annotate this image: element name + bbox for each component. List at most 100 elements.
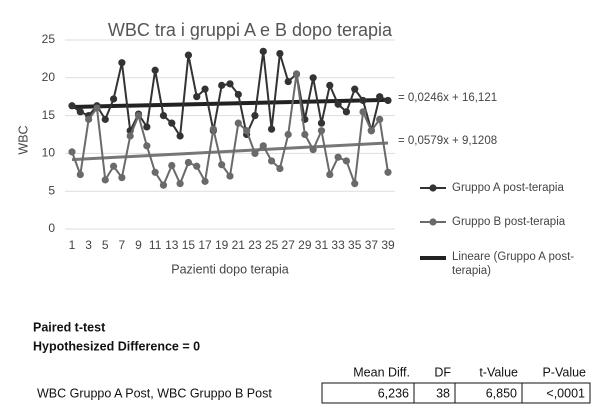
column-header: t-Value — [479, 365, 518, 379]
data-point — [168, 119, 176, 127]
x-tick-label: 35 — [348, 238, 362, 252]
data-point — [309, 146, 317, 154]
x-axis-label: Pazienti dopo terapia — [171, 262, 288, 276]
data-point — [234, 119, 242, 127]
data-point — [359, 108, 367, 116]
y-tick-label: 15 — [42, 108, 56, 122]
data-point — [93, 104, 101, 112]
data-point — [384, 168, 392, 176]
data-point — [109, 95, 118, 103]
table-cell — [521, 382, 591, 404]
data-point — [284, 130, 292, 139]
column-header: P-Value — [542, 365, 586, 379]
trendline-label: = 0,0246x + 16,121 — [398, 92, 497, 104]
table: Paired t-test Hypothesized Difference = … — [33, 320, 272, 400]
trendline — [71, 141, 389, 162]
data-point — [151, 66, 159, 74]
x-tick-label: 29 — [298, 238, 312, 252]
data-point — [276, 50, 284, 58]
data-point — [326, 170, 334, 179]
data-point — [68, 148, 76, 156]
data-point — [309, 74, 317, 82]
data-point — [351, 85, 359, 93]
chart-title: WBC tra i gruppi A e B dopo terapia — [108, 20, 393, 40]
data-point — [376, 93, 384, 101]
column-header: Mean Diff. — [353, 365, 410, 379]
data-point — [134, 112, 143, 120]
data-point — [168, 161, 176, 170]
table-subtitle: Hypothesized Difference = 0 — [33, 339, 200, 353]
data-point — [334, 153, 342, 161]
data-point — [101, 115, 109, 123]
data-point — [126, 132, 134, 140]
data-point — [101, 176, 109, 184]
data-point — [184, 51, 193, 59]
data-point — [367, 127, 375, 135]
data-point — [317, 119, 326, 127]
x-tick-label: 31 — [315, 238, 329, 252]
table-cell-value: 6,850 — [486, 386, 517, 400]
table-cell-value: <,0001 — [546, 386, 585, 400]
x-tick-label: 21 — [232, 238, 246, 252]
data-point — [201, 85, 209, 93]
legend-marker — [429, 184, 437, 192]
data-point — [176, 132, 184, 140]
x-tick-label: 7 — [119, 238, 126, 252]
data-point — [218, 81, 226, 89]
data-point — [251, 112, 259, 120]
y-tick-label: 0 — [48, 221, 55, 235]
y-tick-label: 10 — [42, 146, 56, 160]
x-tick-label: 37 — [365, 238, 379, 252]
trendline-label: = 0,0579x + 9,1208 — [398, 135, 497, 147]
data-point — [292, 70, 301, 78]
data-point — [226, 80, 234, 88]
y-tick-label: 25 — [42, 32, 56, 46]
legend-label: Lineare (Gruppo A post-terapia) — [452, 251, 575, 277]
x-tick-label: 13 — [165, 238, 179, 252]
data-point — [259, 142, 267, 150]
data-point — [151, 168, 159, 176]
data-point — [143, 123, 151, 131]
data-point — [159, 181, 168, 189]
data-point — [193, 162, 201, 170]
y-axis-label: WBC — [16, 125, 30, 154]
data-point — [359, 96, 367, 105]
legend-marker — [429, 218, 437, 226]
data-point — [284, 77, 292, 86]
x-tick-label: 39 — [381, 238, 395, 252]
legend-label: Gruppo B post-terapia — [452, 216, 566, 228]
table-cell-value: 38 — [436, 386, 450, 400]
row-label: WBC Gruppo A Post, WBC Gruppo B Post — [37, 386, 272, 400]
y-tick-label: 20 — [42, 70, 56, 84]
x-tick-label: 3 — [85, 238, 92, 252]
x-tick-label: 17 — [198, 238, 212, 252]
data-point — [226, 172, 234, 180]
data-point — [209, 125, 217, 133]
data-point — [351, 180, 359, 188]
data-point — [109, 162, 118, 170]
data-point — [68, 102, 76, 110]
x-tick-label: 5 — [102, 238, 109, 252]
y-tick-label: 5 — [48, 183, 55, 197]
data-point — [317, 127, 326, 135]
x-tick-label: 19 — [215, 238, 229, 252]
data-point — [376, 115, 384, 123]
data-point — [118, 59, 126, 67]
data-point — [76, 170, 84, 179]
data-point — [326, 81, 334, 89]
data-point — [259, 47, 267, 55]
data-point — [334, 100, 342, 108]
data-point — [201, 177, 209, 185]
x-tick-label: 23 — [248, 238, 262, 252]
data-point — [193, 93, 201, 101]
data-point — [118, 173, 126, 182]
x-tick-label: 1 — [69, 238, 76, 252]
trendline — [71, 97, 389, 109]
table-cell-value: 6,236 — [378, 386, 409, 400]
legend-label-box: Lineare (Gruppo A post-terapia) — [452, 251, 575, 277]
x-tick-label: 15 — [182, 238, 196, 252]
data-point — [342, 157, 351, 165]
legend-label: Gruppo A post-terapia — [452, 182, 564, 194]
